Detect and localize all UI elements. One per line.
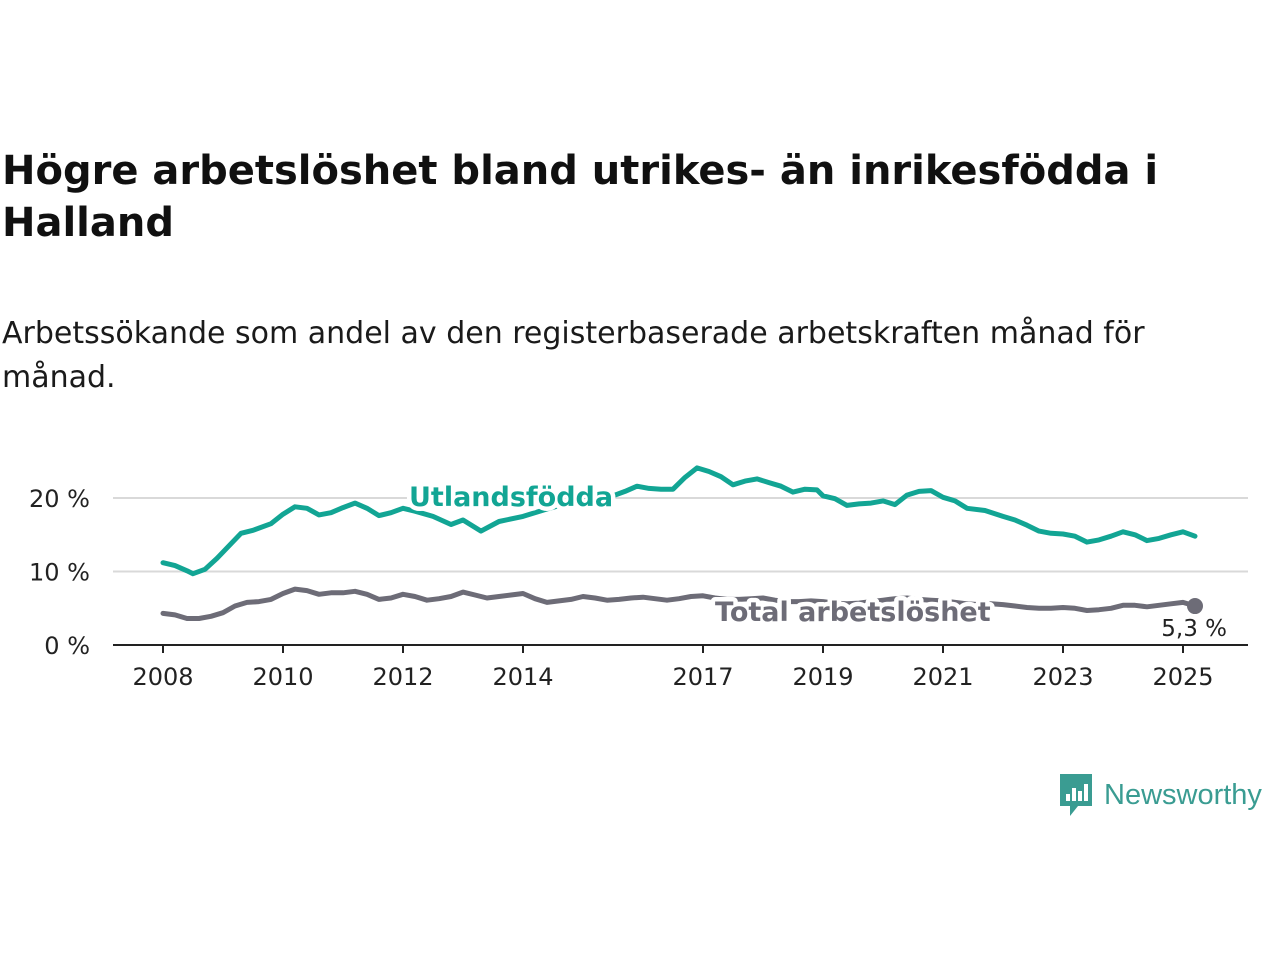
x-tick-label: 2008 <box>132 663 193 691</box>
x-tick-label: 2021 <box>912 663 973 691</box>
x-tick-label: 2025 <box>1152 663 1213 691</box>
series-label-utlandsfodda-halo: Utlandsfödda <box>409 482 613 513</box>
chart-title: Högre arbetslöshet bland utrikes- än inr… <box>2 148 1159 246</box>
x-tick-label: 2023 <box>1032 663 1093 691</box>
x-tick-label: 2017 <box>672 663 733 691</box>
line-chart: 0 % 10 % 20 % 2008 2010 2012 2014 2017 2019 2021… <box>29 465 1248 691</box>
series-label-total: Total arbetslöshet <box>715 597 991 628</box>
newsworthy-logo-icon <box>1060 774 1092 816</box>
end-point-marker <box>1187 598 1203 615</box>
series-lines <box>160 465 1198 621</box>
newsworthy-logo[interactable]: Newsworthy <box>1058 772 1262 818</box>
series-label-total-halo: Total arbetslöshet <box>715 597 991 628</box>
y-tick-label: 20 % <box>29 485 90 513</box>
y-axis-ticks: 0 % 10 % 20 % <box>29 485 90 660</box>
end-value-label: 5,3 % <box>1161 616 1227 642</box>
series-label-utlandsfodda: Utlandsfödda <box>409 482 613 513</box>
gridlines <box>113 497 1248 646</box>
chart-subtitle: Arbetssökande som andel av den registerb… <box>2 316 1145 395</box>
y-tick-label: 0 % <box>44 632 90 660</box>
x-tick-label: 2012 <box>372 663 433 691</box>
y-tick-label: 10 % <box>29 559 90 587</box>
brand-name: Newsworthy <box>1104 778 1262 811</box>
x-tick-label: 2010 <box>252 663 313 691</box>
series-line-total <box>160 586 1198 621</box>
series-line-utlandsfodda <box>160 465 1198 577</box>
x-tick-label: 2019 <box>792 663 853 691</box>
x-axis-ticks: 2008 2010 2012 2014 2017 2019 2021 2023 2025 <box>132 645 1214 691</box>
x-tick-label: 2014 <box>492 663 553 691</box>
